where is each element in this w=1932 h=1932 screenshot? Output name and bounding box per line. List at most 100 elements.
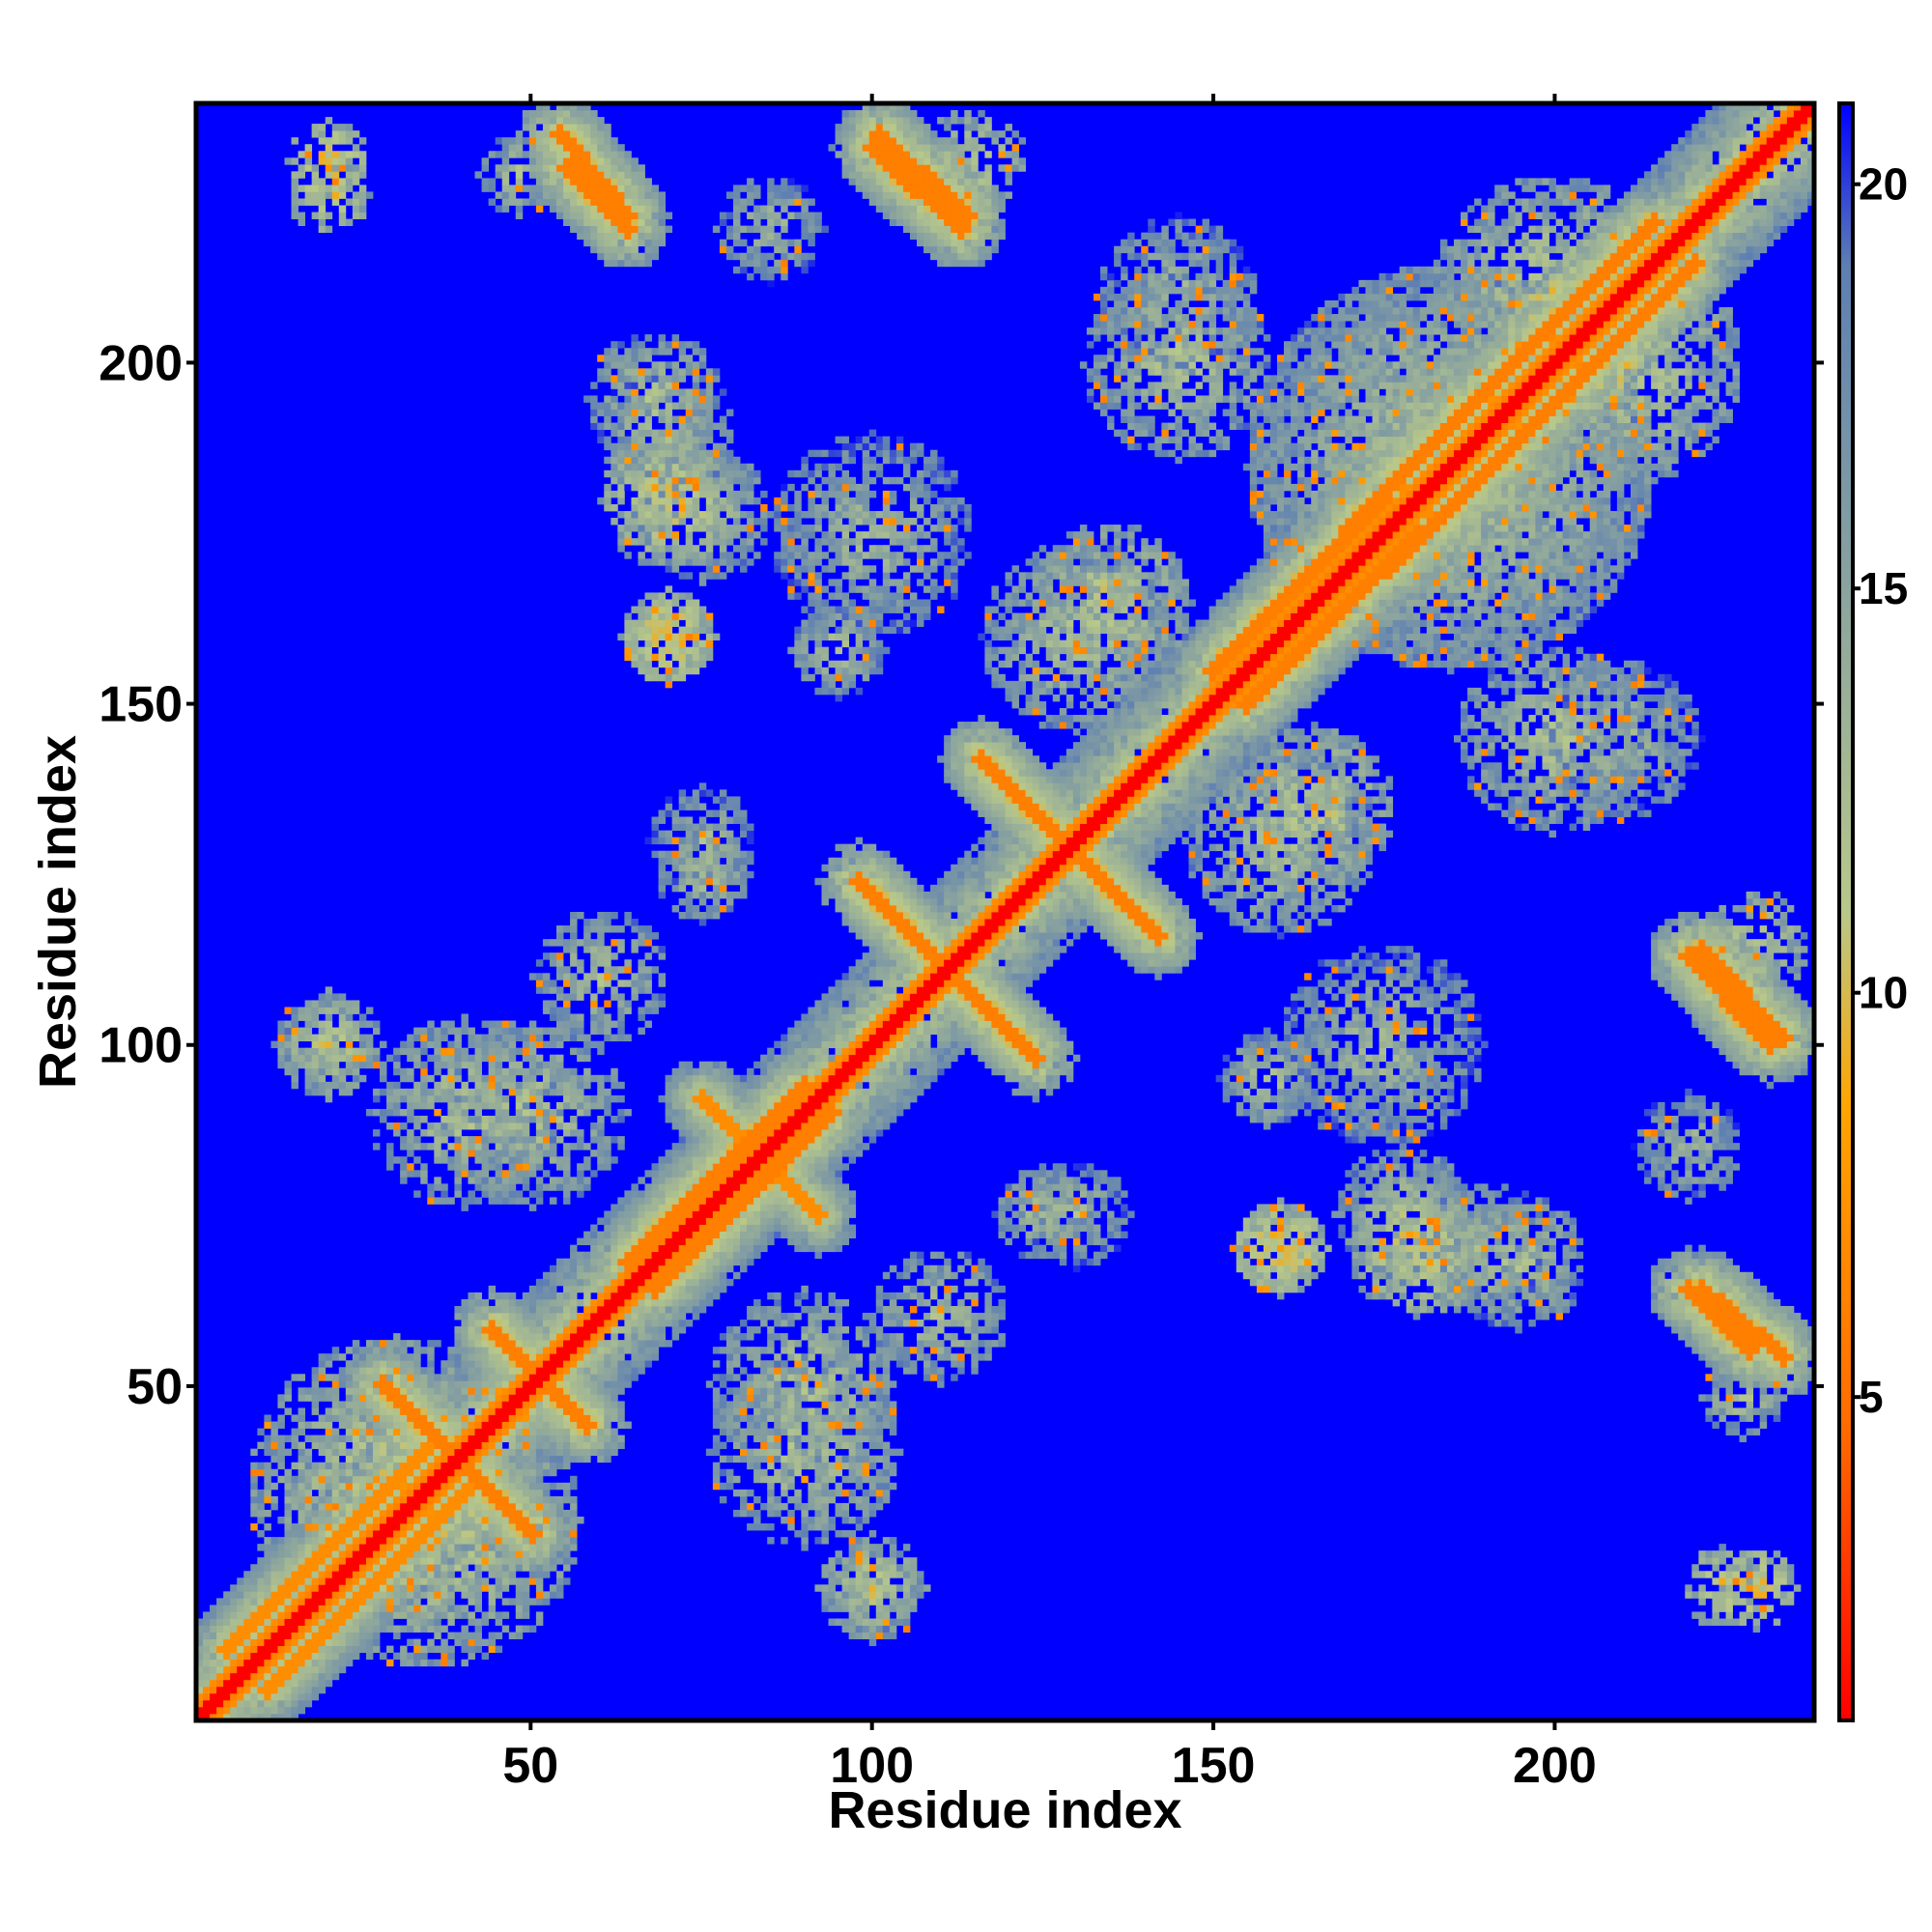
heatmap-cell <box>624 1380 632 1388</box>
heatmap-cell <box>611 409 618 416</box>
heatmap-cell <box>583 1054 591 1063</box>
heatmap-cell <box>488 1401 497 1408</box>
heatmap-cell <box>454 1550 462 1558</box>
heatmap-cell <box>325 1489 333 1497</box>
heatmap-cell <box>644 449 652 458</box>
heatmap-cell <box>352 1347 360 1354</box>
heatmap-cell <box>515 1380 524 1388</box>
heatmap-cell <box>447 1163 455 1171</box>
heatmap-cell <box>454 1455 462 1463</box>
heatmap-cell <box>528 1190 537 1198</box>
heatmap-cell <box>678 1305 687 1314</box>
heatmap-cell <box>495 1054 503 1063</box>
heatmap-cell <box>358 1074 367 1083</box>
heatmap-cell <box>685 1264 694 1273</box>
heatmap-cell <box>570 1516 578 1524</box>
heatmap-cell <box>542 1143 551 1151</box>
heatmap-cell <box>549 1264 557 1273</box>
heatmap-cell <box>372 1571 381 1578</box>
heatmap-cell <box>535 980 544 987</box>
heatmap-cell <box>495 1455 503 1463</box>
heatmap-cell <box>481 1312 490 1321</box>
heatmap-cell <box>461 1347 469 1354</box>
heatmap-cell <box>331 1401 340 1408</box>
heatmap-cell <box>624 218 632 226</box>
heatmap-cell <box>434 1081 441 1090</box>
heatmap-cell <box>264 1448 271 1457</box>
heatmap-cell <box>508 198 517 206</box>
heatmap-cell <box>304 1081 313 1090</box>
heatmap-cell <box>644 1312 652 1321</box>
heatmap-cell <box>570 1101 578 1110</box>
heatmap-cell <box>604 368 611 376</box>
heatmap-cell <box>617 1380 625 1388</box>
heatmap-cell <box>386 1537 394 1545</box>
heatmap-cell <box>358 1557 367 1565</box>
heatmap-cell <box>611 925 618 933</box>
heatmap-cell <box>270 1577 278 1585</box>
heatmap-cell <box>407 1537 414 1545</box>
heatmap-cell <box>604 952 611 960</box>
heatmap-cell <box>638 422 645 431</box>
heatmap-cell <box>257 1645 265 1654</box>
heatmap-cell <box>590 993 598 1001</box>
heatmap-cell <box>611 151 618 158</box>
heatmap-cell <box>393 1625 401 1633</box>
heatmap-cell <box>597 1088 605 1096</box>
heatmap-cell <box>570 1421 578 1429</box>
heatmap-cell <box>644 653 652 662</box>
heatmap-cell <box>454 1170 462 1178</box>
heatmap-cell <box>420 1067 428 1076</box>
heatmap-cell <box>298 1475 306 1484</box>
heatmap-cell <box>440 1455 448 1463</box>
heatmap-cell <box>638 1285 645 1293</box>
heatmap-cell <box>644 531 652 539</box>
heatmap-cell <box>488 1367 497 1375</box>
heatmap-cell <box>420 1441 428 1450</box>
heatmap-cell <box>345 1557 354 1565</box>
heatmap-cell <box>352 198 360 206</box>
heatmap-cell <box>570 124 578 131</box>
heatmap-cell <box>474 1197 482 1205</box>
heatmap-cell <box>685 1129 694 1137</box>
heatmap-cell <box>372 1108 381 1117</box>
heatmap-cell <box>447 1435 455 1443</box>
heatmap-cell <box>563 1448 571 1457</box>
heatmap-cell <box>386 1054 394 1063</box>
heatmap-cell <box>570 1251 578 1260</box>
heatmap-cell <box>440 1360 448 1368</box>
heatmap-cell <box>590 1380 598 1388</box>
heatmap-cell <box>488 198 497 206</box>
heatmap-cell <box>638 1237 645 1246</box>
heatmap-cell <box>291 1414 298 1422</box>
heatmap-cell <box>372 1047 381 1056</box>
heatmap-cell <box>468 1320 475 1327</box>
heatmap-cell <box>542 191 551 199</box>
heatmap-cell <box>563 1007 571 1014</box>
heatmap-cell <box>617 545 625 553</box>
heatmap-cell <box>338 1435 347 1443</box>
heatmap-cell <box>291 1067 298 1076</box>
heatmap-cell <box>488 1129 497 1137</box>
heatmap-cell <box>488 1611 497 1619</box>
heatmap-cell <box>331 993 340 1001</box>
heatmap-cell <box>617 490 625 498</box>
heatmap-cell <box>237 1591 244 1599</box>
heatmap-cell <box>284 1564 292 1572</box>
heatmap-cell <box>277 1448 285 1457</box>
heatmap-cell <box>671 1237 680 1246</box>
heatmap-cell <box>678 395 687 403</box>
heatmap-cell <box>556 1428 564 1435</box>
heatmap-cell <box>474 1305 482 1314</box>
heatmap-cell <box>365 1407 374 1415</box>
heatmap-cell <box>407 1598 414 1605</box>
heatmap-cell <box>196 1679 204 1688</box>
heatmap-cell <box>651 185 659 192</box>
heatmap-cell <box>468 1414 475 1422</box>
heatmap-cell <box>372 1020 381 1028</box>
heatmap-cell <box>413 1598 421 1605</box>
heatmap-cell <box>358 1428 367 1435</box>
heatmap-cell <box>577 1183 584 1191</box>
heatmap-cell <box>611 361 618 369</box>
heatmap-cell <box>372 1544 381 1551</box>
